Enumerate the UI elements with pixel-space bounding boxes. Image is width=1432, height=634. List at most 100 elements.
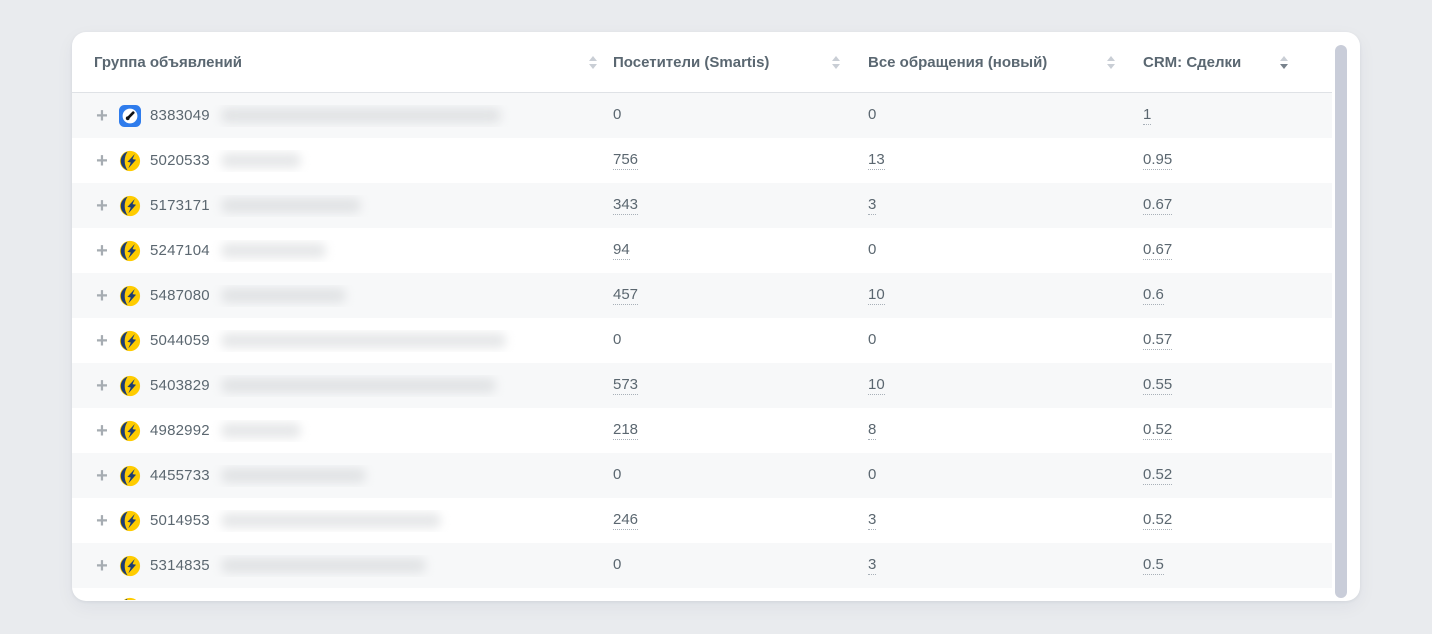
column-header-visitors[interactable]: Посетители (Smartis)	[613, 54, 868, 71]
ad-group-id: 5487080	[150, 287, 210, 304]
visitors-value[interactable]: 756	[613, 151, 639, 171]
visitors-value[interactable]: 246	[613, 511, 639, 531]
vertical-scrollbar[interactable]	[1335, 45, 1347, 598]
deals-value[interactable]: 0.57	[1143, 331, 1173, 351]
table-row: + 5020533 756 13 0.95	[72, 138, 1332, 183]
expand-row-button[interactable]: +	[96, 104, 108, 127]
yandex-direct-icon	[119, 510, 141, 532]
column-header-label: Все обращения (новый)	[868, 53, 1048, 71]
ad-group-name-blurred	[220, 108, 501, 123]
leads-value: 0	[868, 466, 877, 484]
visitors-value[interactable]: 573	[613, 376, 639, 396]
table-row: + 5314835 0 3 0.5	[72, 543, 1332, 588]
ad-group-id: 5314835	[150, 557, 210, 574]
expand-row-button[interactable]: +	[96, 374, 108, 397]
ad-group-name-blurred	[220, 558, 426, 573]
table-row: + 5044059 0 0 0.57	[72, 318, 1332, 363]
table-row: + 8383049 0 0 1	[72, 93, 1332, 138]
deals-value[interactable]: 1	[1143, 106, 1152, 126]
ad-group-id: 5173171	[150, 197, 210, 214]
ad-group-name-blurred	[220, 243, 326, 258]
ad-group-name-blurred	[220, 423, 301, 438]
visitors-value[interactable]: 218	[613, 421, 639, 441]
ad-group-id: 8383049	[150, 107, 210, 124]
visitors-value[interactable]: 94	[613, 241, 630, 261]
vk-ads-icon	[119, 104, 141, 127]
yandex-direct-icon	[119, 150, 141, 172]
expand-row-button[interactable]: +	[96, 419, 108, 442]
table-header-row: Группа объявлений Посетители (Smartis) В…	[72, 32, 1332, 93]
table-row: + 5014953 246 3 0.52	[72, 498, 1332, 543]
expand-row-button[interactable]: +	[96, 194, 108, 217]
leads-value[interactable]: 3	[868, 196, 877, 216]
yandex-direct-icon	[119, 597, 141, 600]
table-row: + 4982992 218 8 0.52	[72, 408, 1332, 453]
ad-groups-table-card: Группа объявлений Посетители (Smartis) В…	[72, 32, 1360, 601]
yandex-direct-icon	[119, 240, 141, 262]
column-header-leads[interactable]: Все обращения (новый)	[868, 54, 1143, 71]
ad-group-name-blurred	[220, 468, 366, 483]
table-row: + 5247104 94 0 0.67	[72, 228, 1332, 273]
ad-group-id: 5044059	[150, 332, 210, 349]
deals-value[interactable]: 0.95	[1143, 151, 1173, 171]
ad-group-name-blurred	[220, 333, 506, 348]
column-header-label: Посетители (Smartis)	[613, 53, 770, 71]
column-header-crm-deals[interactable]: CRM: Сделки	[1143, 54, 1332, 71]
ad-group-id: 4455733	[150, 467, 210, 484]
yandex-direct-icon	[119, 195, 141, 217]
visitors-value: 0	[613, 466, 622, 484]
expand-row-button[interactable]: +	[96, 239, 108, 262]
expand-row-button[interactable]: +	[96, 554, 108, 577]
ad-group-name-blurred	[220, 153, 301, 168]
table-body: + 8383049 0 0 1 + 5020533 756 13 0.95 + …	[72, 93, 1360, 588]
leads-value[interactable]: 13	[868, 151, 885, 171]
visitors-value: 0	[613, 106, 622, 124]
ad-group-id: 5020533	[150, 152, 210, 169]
ad-group-name-blurred	[220, 288, 346, 303]
leads-value: 0	[868, 241, 877, 259]
visitors-value: 0	[613, 556, 622, 574]
yandex-direct-icon	[119, 420, 141, 442]
leads-value[interactable]: 8	[868, 421, 877, 441]
expand-row-button[interactable]: +	[96, 464, 108, 487]
leads-value[interactable]: 10	[868, 376, 885, 396]
visitors-value[interactable]: 343	[613, 196, 639, 216]
yandex-direct-icon	[119, 465, 141, 487]
expand-row-button[interactable]: +	[96, 284, 108, 307]
sort-icon[interactable]	[1107, 55, 1115, 69]
deals-value[interactable]: 0.55	[1143, 376, 1173, 396]
deals-value[interactable]: 0.52	[1143, 511, 1173, 531]
deals-value[interactable]: 0.5	[1143, 556, 1164, 576]
yandex-direct-icon	[119, 555, 141, 577]
sort-icon[interactable]	[589, 55, 597, 69]
leads-value[interactable]: 3	[868, 511, 877, 531]
deals-value[interactable]: 0.6	[1143, 286, 1164, 306]
visitors-value: 0	[613, 331, 622, 349]
table-row: + 5403829 573 10 0.55	[72, 363, 1332, 408]
column-header-label: Группа объявлений	[94, 53, 242, 71]
leads-value[interactable]: 3	[868, 556, 877, 576]
expand-row-button[interactable]: +	[96, 509, 108, 532]
leads-value: 0	[868, 106, 877, 124]
ad-group-name-blurred	[220, 378, 496, 393]
yandex-direct-icon	[119, 285, 141, 307]
deals-value[interactable]: 0.52	[1143, 421, 1173, 441]
deals-value[interactable]: 0.67	[1143, 196, 1173, 216]
column-header-ad-group[interactable]: Группа объявлений	[94, 54, 613, 71]
sort-icon[interactable]	[832, 55, 840, 69]
yandex-direct-icon	[119, 330, 141, 352]
deals-value[interactable]: 0.67	[1143, 241, 1173, 261]
visitors-value[interactable]: 457	[613, 286, 639, 306]
table-row-partial: +	[72, 588, 1360, 600]
ad-group-id: 5247104	[150, 242, 210, 259]
sort-icon[interactable]	[1280, 55, 1288, 69]
expand-row-button[interactable]: +	[96, 329, 108, 352]
expand-row-button[interactable]: +	[96, 149, 108, 172]
table-row: + 5173171 343 3 0.67	[72, 183, 1332, 228]
ad-group-name-blurred	[220, 198, 361, 213]
leads-value[interactable]: 10	[868, 286, 885, 306]
ad-group-id: 4982992	[150, 422, 210, 439]
leads-value: 0	[868, 331, 877, 349]
deals-value[interactable]: 0.52	[1143, 466, 1173, 486]
table-row: + 5487080 457 10 0.6	[72, 273, 1332, 318]
